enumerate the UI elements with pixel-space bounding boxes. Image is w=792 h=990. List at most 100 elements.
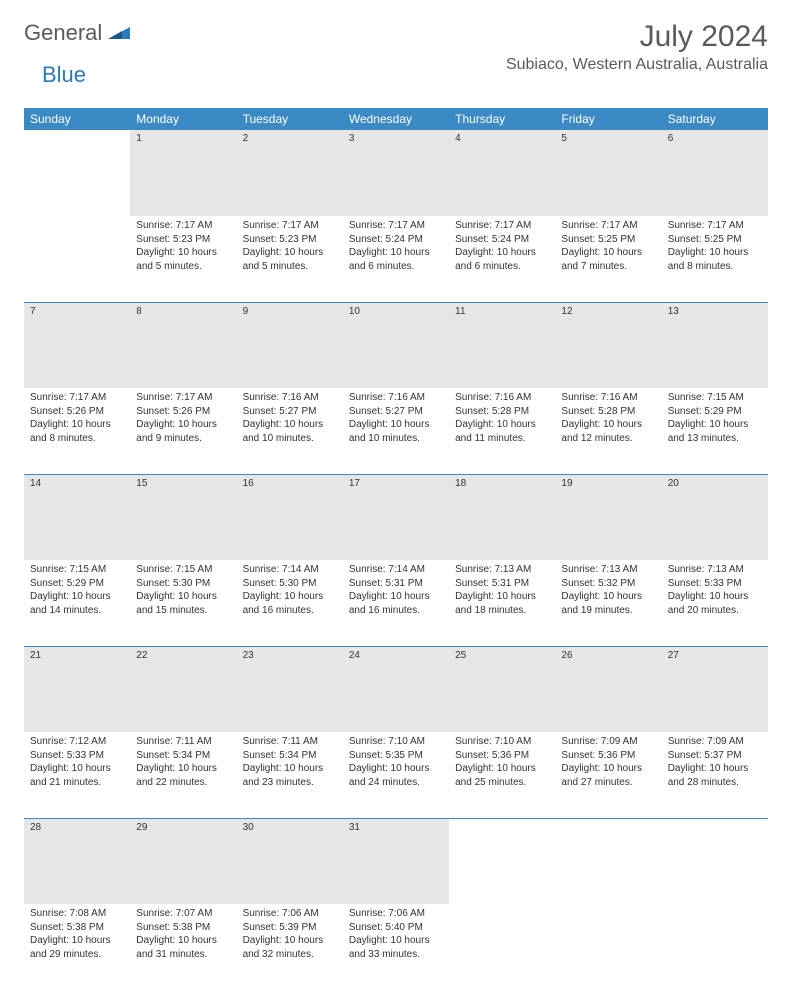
day-number-cell: 14 [24,474,130,560]
day-number-cell: 23 [237,646,343,732]
sunset-text: Sunset: 5:30 PM [136,577,230,591]
daylight-text-2: and 11 minutes. [455,432,549,446]
sunrise-text: Sunrise: 7:14 AM [243,563,337,577]
sunset-text: Sunset: 5:27 PM [243,405,337,419]
day-cell: Sunrise: 7:13 AMSunset: 5:33 PMDaylight:… [662,560,768,646]
daylight-text-2: and 6 minutes. [349,260,443,274]
sunset-text: Sunset: 5:39 PM [243,921,337,935]
day-content: Sunrise: 7:12 AMSunset: 5:33 PMDaylight:… [30,735,124,789]
daylight-text: Daylight: 10 hours [455,590,549,604]
day-cell: Sunrise: 7:10 AMSunset: 5:36 PMDaylight:… [449,732,555,818]
day-content: Sunrise: 7:13 AMSunset: 5:32 PMDaylight:… [561,563,655,617]
sunrise-text: Sunrise: 7:15 AM [30,563,124,577]
day-cell: Sunrise: 7:16 AMSunset: 5:27 PMDaylight:… [343,388,449,474]
day-number-cell [662,818,768,904]
daylight-text: Daylight: 10 hours [136,418,230,432]
daylight-text-2: and 25 minutes. [455,776,549,790]
daylight-text-2: and 19 minutes. [561,604,655,618]
sunset-text: Sunset: 5:24 PM [349,233,443,247]
sunrise-text: Sunrise: 7:10 AM [349,735,443,749]
sunset-text: Sunset: 5:24 PM [455,233,549,247]
day-number-cell: 30 [237,818,343,904]
sunset-text: Sunset: 5:25 PM [668,233,762,247]
week-content-row: Sunrise: 7:12 AMSunset: 5:33 PMDaylight:… [24,732,768,818]
sunrise-text: Sunrise: 7:09 AM [561,735,655,749]
sunrise-text: Sunrise: 7:16 AM [243,391,337,405]
day-content: Sunrise: 7:15 AMSunset: 5:29 PMDaylight:… [30,563,124,617]
weekday-header-row: Sunday Monday Tuesday Wednesday Thursday… [24,108,768,130]
daylight-text: Daylight: 10 hours [30,934,124,948]
day-cell: Sunrise: 7:08 AMSunset: 5:38 PMDaylight:… [24,904,130,990]
daylight-text-2: and 24 minutes. [349,776,443,790]
day-cell: Sunrise: 7:17 AMSunset: 5:26 PMDaylight:… [24,388,130,474]
week-content-row: Sunrise: 7:17 AMSunset: 5:23 PMDaylight:… [24,216,768,302]
daylight-text-2: and 10 minutes. [349,432,443,446]
day-number-cell: 1 [130,130,236,216]
sunset-text: Sunset: 5:27 PM [349,405,443,419]
sunrise-text: Sunrise: 7:16 AM [455,391,549,405]
day-number-cell [24,130,130,216]
sunset-text: Sunset: 5:38 PM [136,921,230,935]
day-cell: Sunrise: 7:16 AMSunset: 5:28 PMDaylight:… [555,388,661,474]
sunset-text: Sunset: 5:29 PM [30,577,124,591]
logo-text-blue: Blue [42,62,86,87]
sunrise-text: Sunrise: 7:06 AM [349,907,443,921]
day-number-cell: 18 [449,474,555,560]
header: General July 2024 Subiaco, Western Austr… [24,20,768,74]
day-number-cell: 24 [343,646,449,732]
daylight-text: Daylight: 10 hours [136,246,230,260]
sunrise-text: Sunrise: 7:17 AM [668,219,762,233]
day-number-cell: 25 [449,646,555,732]
daylight-text-2: and 21 minutes. [30,776,124,790]
day-content: Sunrise: 7:17 AMSunset: 5:24 PMDaylight:… [455,219,549,273]
day-cell: Sunrise: 7:13 AMSunset: 5:32 PMDaylight:… [555,560,661,646]
day-content: Sunrise: 7:17 AMSunset: 5:23 PMDaylight:… [136,219,230,273]
day-cell: Sunrise: 7:17 AMSunset: 5:23 PMDaylight:… [237,216,343,302]
daylight-text-2: and 8 minutes. [30,432,124,446]
daylight-text-2: and 5 minutes. [136,260,230,274]
sunset-text: Sunset: 5:34 PM [136,749,230,763]
sunrise-text: Sunrise: 7:17 AM [30,391,124,405]
day-number-cell [555,818,661,904]
weekday-header: Saturday [662,108,768,130]
daylight-text: Daylight: 10 hours [136,934,230,948]
day-number-cell: 15 [130,474,236,560]
day-content: Sunrise: 7:13 AMSunset: 5:33 PMDaylight:… [668,563,762,617]
day-cell: Sunrise: 7:15 AMSunset: 5:30 PMDaylight:… [130,560,236,646]
day-number-cell: 21 [24,646,130,732]
weekday-header: Monday [130,108,236,130]
day-number-cell: 27 [662,646,768,732]
sunrise-text: Sunrise: 7:06 AM [243,907,337,921]
sunrise-text: Sunrise: 7:12 AM [30,735,124,749]
daylight-text: Daylight: 10 hours [349,246,443,260]
daylight-text: Daylight: 10 hours [349,418,443,432]
day-number-cell: 7 [24,302,130,388]
day-cell: Sunrise: 7:17 AMSunset: 5:26 PMDaylight:… [130,388,236,474]
month-title: July 2024 [506,20,768,54]
daynum-row: 78910111213 [24,302,768,388]
daylight-text: Daylight: 10 hours [455,246,549,260]
day-number-cell: 8 [130,302,236,388]
daylight-text: Daylight: 10 hours [30,590,124,604]
daylight-text: Daylight: 10 hours [349,590,443,604]
logo-text-general: General [24,20,102,46]
day-cell: Sunrise: 7:14 AMSunset: 5:31 PMDaylight:… [343,560,449,646]
day-number-cell: 29 [130,818,236,904]
day-content: Sunrise: 7:06 AMSunset: 5:39 PMDaylight:… [243,907,337,961]
day-content: Sunrise: 7:15 AMSunset: 5:29 PMDaylight:… [668,391,762,445]
daylight-text: Daylight: 10 hours [243,762,337,776]
daylight-text-2: and 18 minutes. [455,604,549,618]
sunset-text: Sunset: 5:31 PM [349,577,443,591]
day-content: Sunrise: 7:17 AMSunset: 5:26 PMDaylight:… [136,391,230,445]
day-content: Sunrise: 7:16 AMSunset: 5:28 PMDaylight:… [561,391,655,445]
day-cell: Sunrise: 7:15 AMSunset: 5:29 PMDaylight:… [24,560,130,646]
daylight-text-2: and 31 minutes. [136,948,230,962]
daylight-text-2: and 7 minutes. [561,260,655,274]
daylight-text-2: and 16 minutes. [243,604,337,618]
daylight-text: Daylight: 10 hours [243,418,337,432]
sunset-text: Sunset: 5:23 PM [136,233,230,247]
daylight-text: Daylight: 10 hours [30,418,124,432]
day-cell: Sunrise: 7:16 AMSunset: 5:28 PMDaylight:… [449,388,555,474]
sunrise-text: Sunrise: 7:11 AM [243,735,337,749]
day-cell: Sunrise: 7:17 AMSunset: 5:24 PMDaylight:… [449,216,555,302]
